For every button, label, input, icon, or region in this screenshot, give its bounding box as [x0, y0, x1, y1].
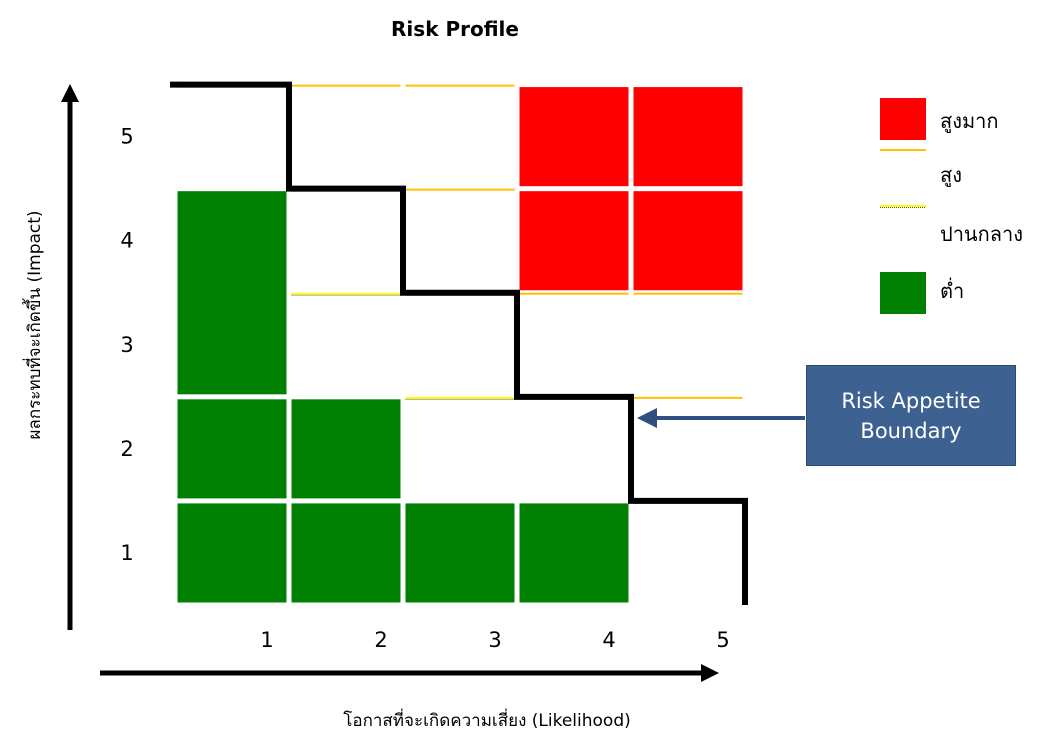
callout-line-1: Risk Appetite — [841, 388, 981, 413]
y-axis-arrowhead — [61, 84, 79, 102]
risk-appetite-boundary — [170, 81, 748, 605]
legend-swatch-low — [880, 272, 926, 314]
x-tick-5: 5 — [716, 628, 729, 652]
legend-label-low: ต่ำ — [940, 277, 964, 303]
cell-l4-i3 — [519, 292, 629, 395]
legend-item-very_high: สูงมาก — [880, 98, 999, 140]
cell-l3-i5 — [405, 84, 515, 187]
cell-l5-i4 — [633, 191, 743, 291]
cell-l2-i2 — [291, 399, 401, 499]
cell-l2-i1 — [291, 503, 401, 603]
y-tick-1: 1 — [120, 541, 133, 565]
cell-l4-i1 — [519, 503, 629, 603]
legend-swatch-very_high — [880, 98, 926, 140]
cell-l1-i5 — [177, 84, 287, 187]
x-tick-4: 4 — [602, 628, 615, 652]
chart-title: Risk Profile — [391, 17, 519, 41]
x-tick-3: 3 — [488, 628, 501, 652]
axis-ticks: 1 2 3 4 5 1 2 3 4 5 — [120, 125, 729, 652]
callout-arrowhead — [637, 408, 657, 428]
cell-l5-i1 — [633, 500, 743, 603]
callout-line-2: Boundary — [860, 418, 962, 443]
cell-l3-i2 — [405, 396, 515, 499]
y-axis-label: ผลกระทบที่จะเกิดขึ้น (Impact) — [22, 210, 45, 439]
x-tick-2: 2 — [374, 628, 387, 652]
cell-l4-i2 — [519, 396, 629, 499]
cell-l3-i1 — [405, 503, 515, 603]
cell-l4-i5 — [519, 87, 629, 187]
cell-l1-i2 — [177, 399, 287, 499]
heatmap-cells — [177, 84, 743, 603]
cell-l4-i4 — [519, 191, 629, 291]
y-tick-3: 3 — [120, 333, 133, 357]
cell-l5-i5 — [633, 87, 743, 187]
y-tick-2: 2 — [120, 437, 133, 461]
cell-l1-i3-4 — [177, 191, 287, 395]
x-tick-1: 1 — [260, 628, 273, 652]
legend-label-medium: ปานกลาง — [940, 222, 1023, 246]
boundary-line — [170, 81, 748, 605]
x-axis-arrowhead — [701, 664, 719, 682]
legend-item-low: ต่ำ — [880, 272, 964, 314]
y-tick-4: 4 — [120, 229, 133, 253]
cell-l2-i3 — [291, 292, 401, 395]
legend-item-medium: ปานกลาง — [880, 205, 1023, 246]
legend-item-high: สูง — [880, 149, 962, 188]
legend-label-high: สูง — [940, 163, 962, 188]
legend-label-very_high: สูงมาก — [940, 109, 999, 134]
cell-l3-i4 — [405, 188, 515, 291]
cell-l2-i4 — [291, 188, 401, 291]
risk-appetite-callout: Risk Appetite Boundary — [806, 365, 1016, 466]
x-axis-label: โอกาสที่จะเกิดความเสี่ยง (Likelihood) — [343, 708, 631, 731]
cell-l1-i1 — [177, 503, 287, 603]
cell-l2-i5 — [291, 84, 401, 187]
y-tick-5: 5 — [120, 125, 133, 149]
cell-l5-i3 — [633, 292, 743, 395]
cell-l3-i3 — [405, 292, 515, 395]
